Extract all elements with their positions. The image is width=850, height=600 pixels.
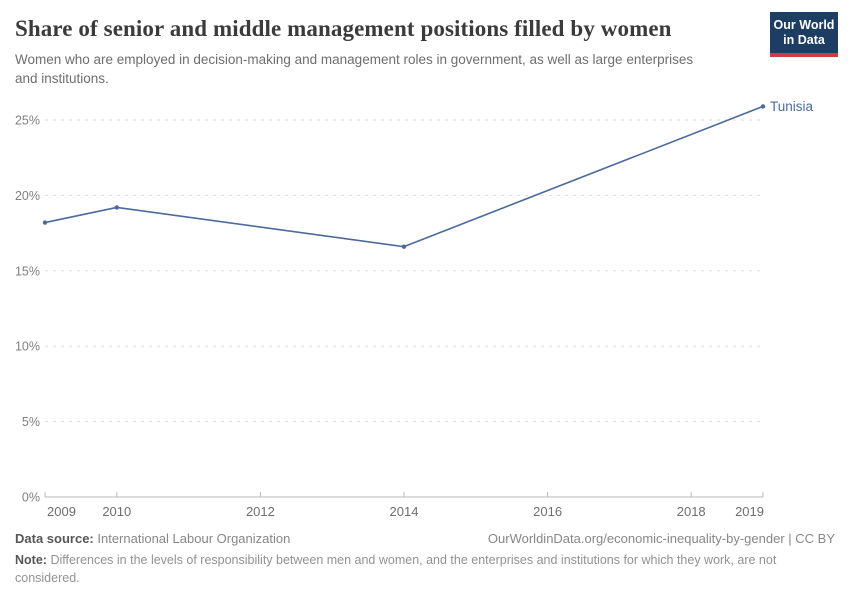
owid-link[interactable]: OurWorldinData.org/economic-inequality-b…	[487, 531, 835, 546]
y-tick-label: 5%	[22, 415, 40, 429]
series-label: Tunisia	[770, 99, 814, 114]
x-tick-label: 2014	[390, 504, 419, 519]
line-chart: 0% 5% 10% 15% 20% 25% 2009 2010 2012 2014 2016 2018…	[15, 99, 814, 519]
data-source-value: International Labour Organization	[97, 531, 291, 546]
chart-subtitle: Women who are employed in decision-makin…	[15, 51, 694, 87]
data-point[interactable]	[114, 205, 120, 210]
x-tick-label: 2016	[533, 504, 562, 519]
chart-footer: Data source: International Labour Organi…	[15, 531, 835, 587]
data-source-label: Data source:	[15, 531, 94, 546]
x-tick-label: 2010	[102, 504, 131, 519]
x-tick-label: 2012	[246, 504, 275, 519]
page-title: Share of senior and middle management po…	[15, 16, 672, 41]
y-tick-label: 10%	[15, 340, 40, 354]
x-tick-label: 2018	[677, 504, 706, 519]
data-point[interactable]	[760, 104, 766, 109]
data-point[interactable]	[401, 244, 407, 249]
chart-header: Share of senior and middle management po…	[0, 0, 850, 89]
data-source: Data source: International Labour Organi…	[15, 531, 290, 546]
y-tick-label: 0%	[22, 491, 40, 505]
y-tick-label: 20%	[15, 189, 40, 203]
owid-logo-line2: in Data	[783, 33, 825, 47]
owid-logo: Our World in Data	[770, 12, 838, 57]
y-tick-label: 25%	[15, 114, 40, 128]
note-label: Note:	[15, 553, 47, 567]
data-point[interactable]	[42, 220, 48, 225]
source-row: Data source: International Labour Organi…	[15, 531, 835, 546]
chart-note: Note: Differences in the levels of respo…	[15, 551, 835, 587]
y-tick-label: 15%	[15, 264, 40, 278]
series-line[interactable]	[44, 105, 764, 248]
note-text: Differences in the levels of responsibil…	[15, 553, 777, 586]
owid-logo-line1: Our World	[773, 18, 835, 32]
x-tick-label: 2019	[735, 504, 764, 519]
x-tick-label: 2009	[47, 504, 76, 519]
